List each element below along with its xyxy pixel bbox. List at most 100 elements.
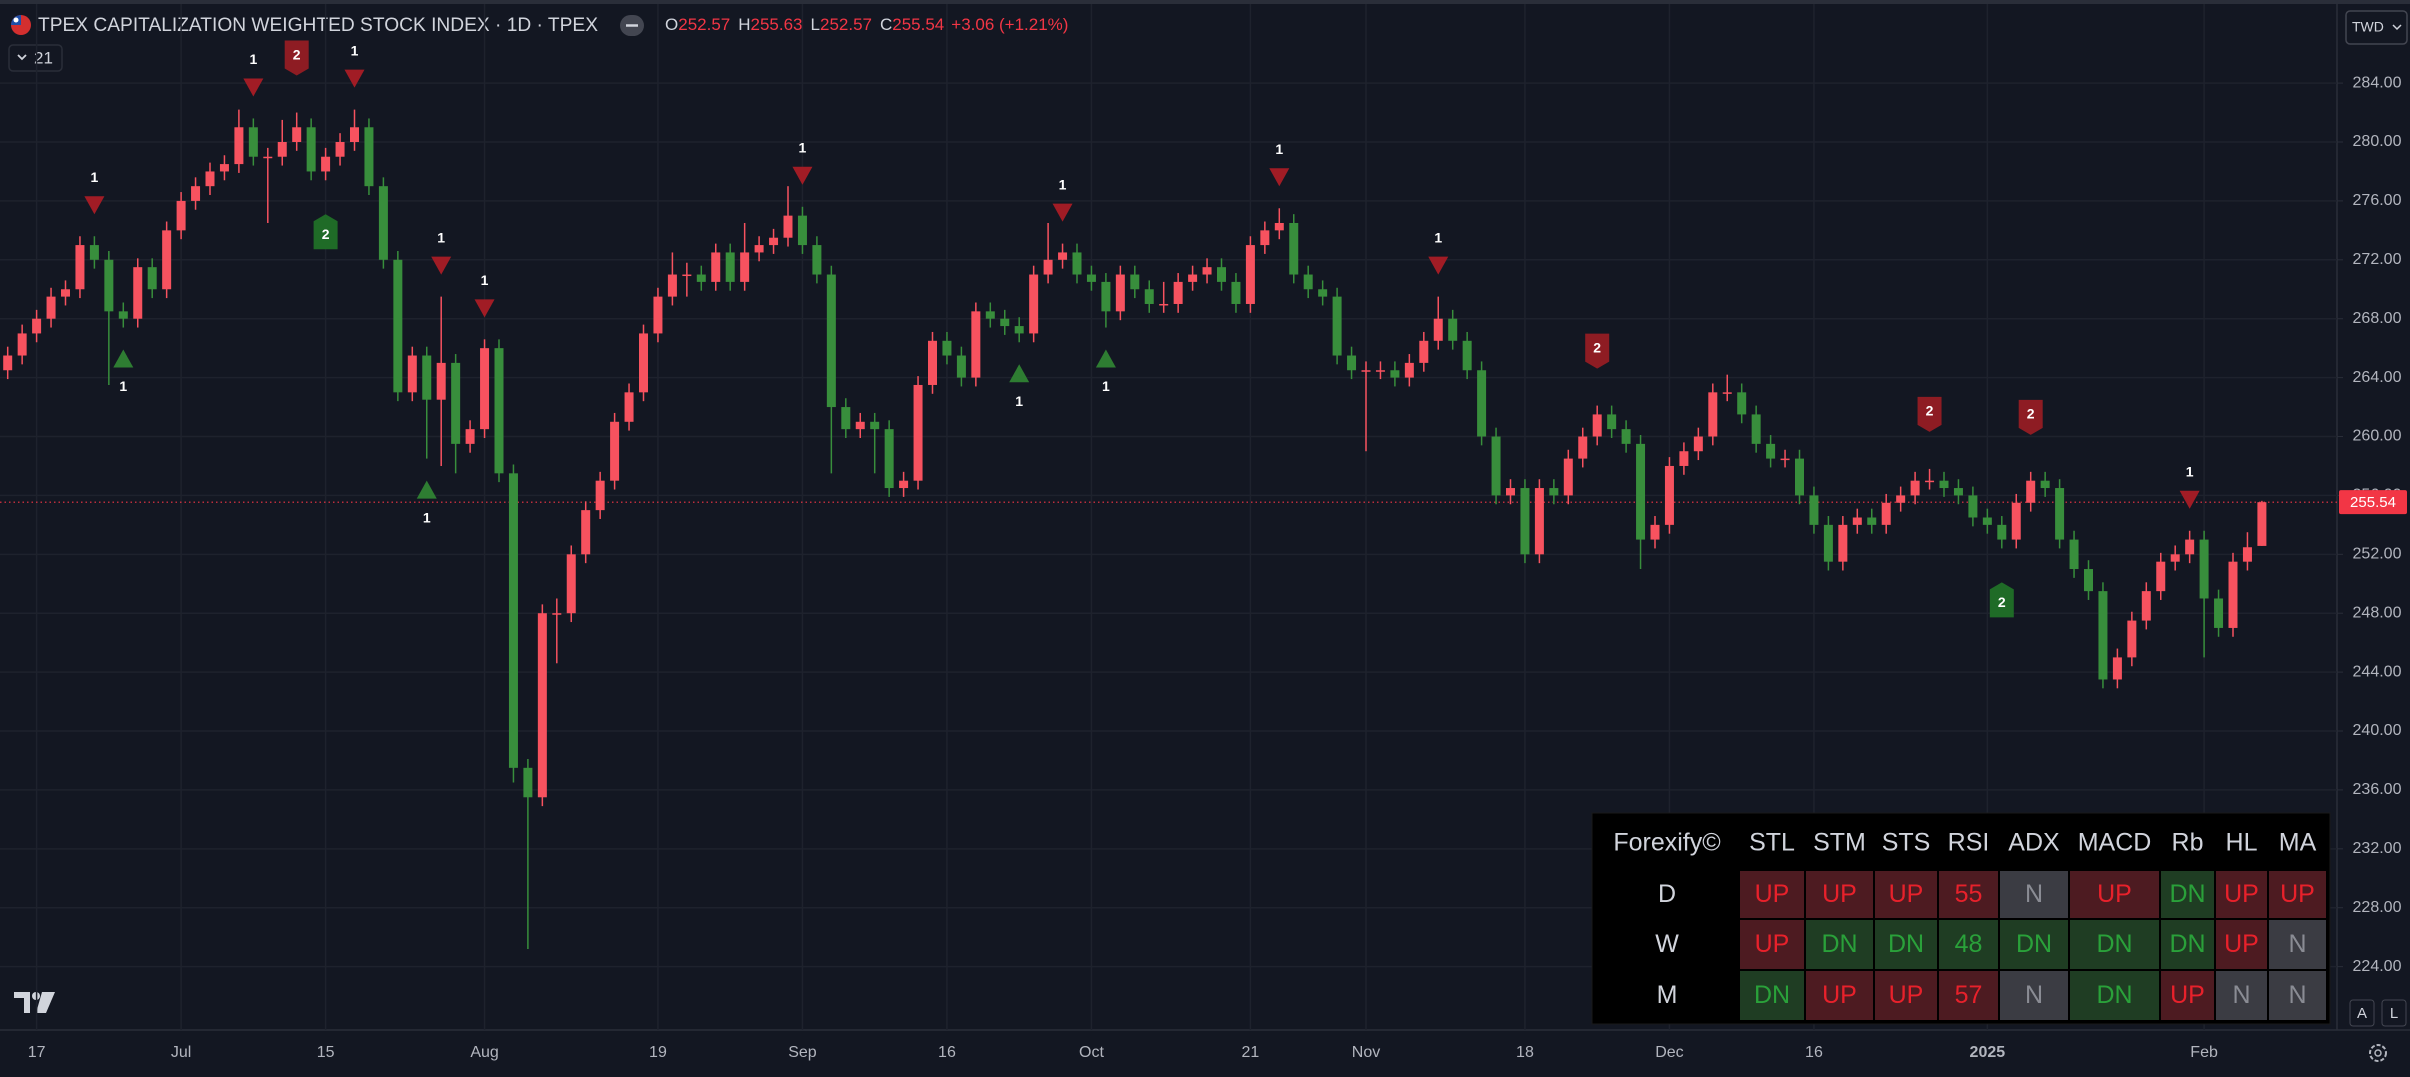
- table-header: Forexify©: [1613, 829, 1721, 857]
- signal-label: 2: [2027, 406, 2035, 422]
- candle-body: [205, 171, 215, 187]
- indicator-count[interactable]: 21: [34, 48, 53, 67]
- y-tick-label: 248.00: [2353, 604, 2402, 621]
- x-tick-label: 16: [938, 1044, 956, 1061]
- candle-body: [176, 200, 186, 231]
- signal-triangle: [792, 166, 813, 185]
- signal-triangle: [84, 196, 105, 215]
- candle-body: [797, 215, 807, 246]
- scale-button-label[interactable]: L: [2390, 1005, 2398, 1022]
- candle-body: [1477, 370, 1487, 437]
- candle-body: [581, 510, 591, 555]
- y-tick-label: 252.00: [2353, 546, 2402, 563]
- candle-body: [1303, 274, 1313, 290]
- x-tick-label: 2025: [1970, 1044, 2006, 1061]
- candle-body: [1462, 340, 1472, 371]
- ohlc-value: 252.57: [678, 15, 730, 34]
- candle-body: [1607, 414, 1617, 430]
- candle-body: [1115, 274, 1125, 312]
- candle-body: [104, 259, 114, 312]
- scale-button[interactable]: [2349, 999, 2375, 1027]
- candle-body: [378, 186, 388, 260]
- signal-label: 1: [437, 229, 445, 245]
- currency-button[interactable]: TWD: [2345, 10, 2408, 45]
- x-tick-label: 16: [1805, 1044, 1823, 1061]
- candle-body: [1650, 524, 1660, 540]
- table-cell: [2161, 920, 2214, 969]
- table-cell-text: N: [2232, 981, 2250, 1009]
- candle-body: [494, 348, 504, 474]
- table-cell: [1806, 871, 1873, 918]
- candle-body: [2055, 488, 2065, 540]
- candle-body: [537, 613, 547, 798]
- ohlc-legend: O252.57 H255.63 L252.57 C255.54 +3.06 (+1.21…: [665, 15, 1068, 34]
- y-tick-label: 272.00: [2353, 251, 2402, 268]
- chevron[interactable]: [17, 54, 27, 61]
- signal-triangle: [474, 299, 495, 318]
- table-cell-text: DN: [2169, 930, 2205, 958]
- x-tick-label: Oct: [1079, 1044, 1104, 1061]
- candle-body: [682, 274, 692, 277]
- candle-body: [711, 252, 721, 282]
- table-cell-text: DN: [1888, 930, 1924, 958]
- candle-body: [1664, 465, 1674, 525]
- candle-body: [1000, 318, 1010, 327]
- ohlc-key: C: [880, 15, 892, 34]
- table-cell: [2070, 920, 2159, 969]
- table-cell: [2000, 871, 2068, 918]
- table-cell-text: DN: [2169, 880, 2205, 908]
- currency-box[interactable]: [2345, 10, 2408, 45]
- candle-body: [350, 127, 359, 143]
- candle-body: [2141, 591, 2151, 621]
- candle-body: [1982, 517, 1992, 525]
- candle-body: [2199, 539, 2209, 599]
- signal-label: 1: [481, 272, 489, 288]
- chevron[interactable]: [2392, 24, 2402, 31]
- table-cell: [2000, 920, 2068, 969]
- signal-label: 1: [249, 51, 257, 67]
- table-cell-text: UP: [1889, 880, 1924, 908]
- currency-label[interactable]: TWD: [2352, 19, 2384, 35]
- signal-label: 1: [1275, 141, 1283, 157]
- table-cell-text: DN: [1754, 981, 1790, 1009]
- table-cell: [1806, 920, 1873, 969]
- candle-body: [1910, 480, 1920, 496]
- indicator-box[interactable]: [8, 44, 63, 72]
- y-tick-label: 244.00: [2353, 663, 2402, 680]
- candle-body: [1188, 274, 1198, 282]
- signal-flag: [284, 40, 309, 76]
- candle-body: [191, 186, 201, 201]
- candle-body: [422, 355, 432, 400]
- table-cell: [1740, 871, 1804, 918]
- x-tick-label: 15: [317, 1044, 335, 1061]
- y-tick-label: 232.00: [2353, 840, 2402, 857]
- candle-body: [740, 252, 750, 282]
- candle-body: [1231, 281, 1241, 304]
- x-tick-label: 19: [649, 1044, 667, 1061]
- indicator-toggle[interactable]: 21: [8, 44, 63, 72]
- y-tick-label: 260.00: [2353, 428, 2402, 445]
- top-border: [0, 0, 2410, 4]
- signal-triangle: [2179, 490, 2200, 509]
- table-cell-text: N: [2025, 981, 2043, 1009]
- scale-button-label[interactable]: A: [2357, 1005, 2367, 1022]
- candle-body: [306, 127, 316, 172]
- candle-body: [1795, 458, 1804, 496]
- table-cell: [1740, 971, 1804, 1020]
- signal-triangle: [1269, 168, 1290, 187]
- signal-label: 2: [1998, 594, 2006, 610]
- candle-body: [1318, 289, 1328, 297]
- candle-body: [1823, 524, 1833, 562]
- settings-icon[interactable]: [2369, 1044, 2387, 1062]
- gear-inner[interactable]: [2374, 1049, 2382, 1057]
- gear-outer[interactable]: [2369, 1044, 2387, 1062]
- candle-body: [1578, 436, 1588, 459]
- y-tick-label: 264.00: [2353, 369, 2402, 386]
- table-header: STL: [1749, 829, 1795, 857]
- signal-triangle: [1095, 349, 1116, 368]
- signal-triangle: [416, 480, 437, 499]
- candle-body: [1361, 370, 1371, 372]
- collapse-button[interactable]: [620, 15, 644, 36]
- scale-button[interactable]: [2381, 999, 2407, 1027]
